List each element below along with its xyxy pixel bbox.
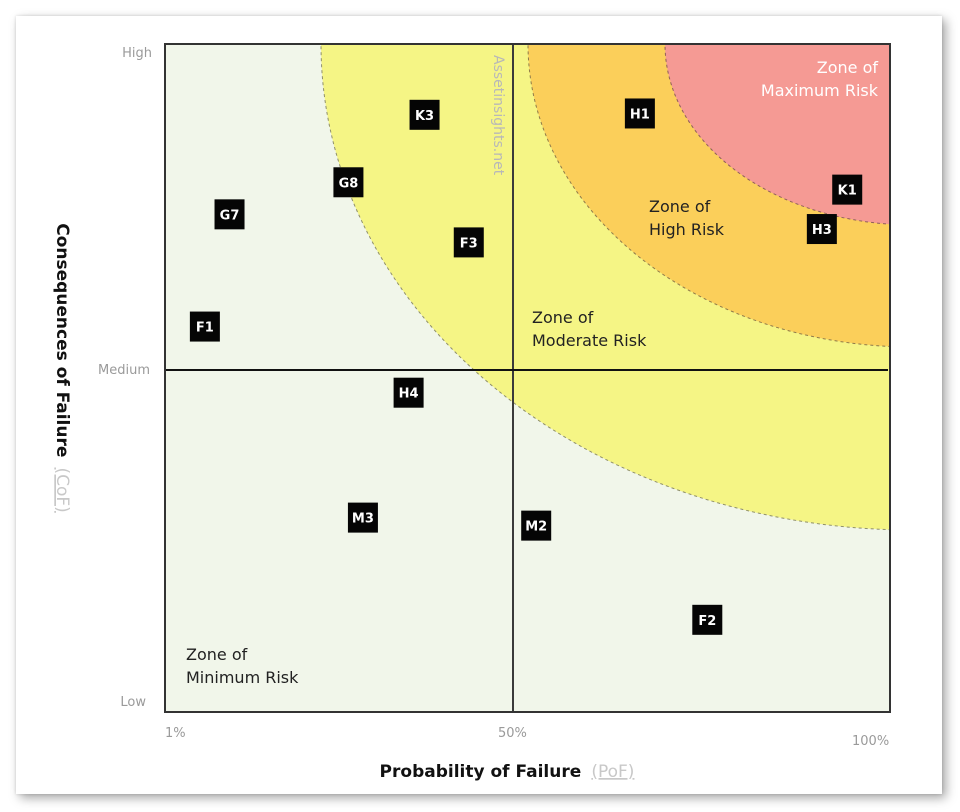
risk-point-m3: M3 <box>347 502 378 533</box>
x-axis-title-text: Probability of Failure <box>380 762 582 782</box>
y-tick-high: High <box>122 46 152 61</box>
risk-point-label: H1 <box>630 107 650 122</box>
risk-point-k3: K3 <box>409 99 440 130</box>
risk-point-label: F2 <box>698 614 716 629</box>
zone-maximum-label-line2: Maximum Risk <box>761 81 879 100</box>
zone-minimum-label-line2: Minimum Risk <box>186 668 299 687</box>
risk-point-marker <box>806 214 837 245</box>
risk-point-marker <box>521 510 552 541</box>
risk-point-h1: H1 <box>624 98 655 129</box>
zone-maximum-label-line1: Zone of <box>817 58 879 77</box>
x-tick-50pct: 50% <box>498 726 527 741</box>
risk-point-label: K3 <box>415 109 434 124</box>
zone-moderate-label-line2: Moderate Risk <box>532 331 647 350</box>
risk-point-marker <box>453 227 484 258</box>
x-axis-title: Probability of Failure (PoF) <box>380 762 635 782</box>
risk-point-h4: H4 <box>393 377 424 408</box>
risk-point-marker <box>347 502 378 533</box>
risk-point-label: F3 <box>460 236 478 251</box>
risk-point-f2: F2 <box>692 604 723 635</box>
risk-point-marker <box>624 98 655 129</box>
zone-high-label-line1: Zone of <box>649 197 711 216</box>
zone-high-label-line2: High Risk <box>649 220 725 239</box>
y-axis-title: Consequences of Failure (CoF) <box>52 223 72 513</box>
risk-point-marker <box>189 311 220 342</box>
y-axis-title-abbr: (CoF) <box>52 467 72 512</box>
risk-point-label: F1 <box>196 321 214 336</box>
risk-point-label: G7 <box>220 208 240 223</box>
x-tick-100pct: 100% <box>852 734 889 749</box>
plot-border <box>164 43 891 713</box>
x-axis-title-abbr: (PoF) <box>591 762 634 782</box>
risk-point-marker <box>409 99 440 130</box>
risk-point-marker <box>393 377 424 408</box>
risk-point-label: M3 <box>352 512 374 527</box>
risk-point-g8: G8 <box>333 167 364 198</box>
x-tick-1pct: 1% <box>165 726 186 741</box>
risk-point-g7: G7 <box>214 199 245 230</box>
risk-point-f3: F3 <box>453 227 484 258</box>
risk-point-marker <box>832 174 863 205</box>
y-tick-medium: Medium <box>98 363 150 378</box>
risk-zones <box>165 44 890 712</box>
risk-point-k1: K1 <box>832 174 863 205</box>
risk-point-f1: F1 <box>189 311 220 342</box>
risk-point-label: G8 <box>339 176 359 191</box>
risk-point-h3: H3 <box>806 214 837 245</box>
risk-point-marker <box>214 199 245 230</box>
risk-point-label: M2 <box>525 520 547 535</box>
y-axis-title-text: Consequences of Failure <box>52 223 72 457</box>
risk-point-label: H4 <box>399 387 419 402</box>
risk-point-marker <box>692 604 723 635</box>
watermark: Assetinsights.net <box>490 55 506 176</box>
zone-moderate-label-line1: Zone of <box>532 308 594 327</box>
data-points: K3 H1 G8 K1 G7 H3 F3 F1 H4 M3 M2 F2 <box>189 98 863 635</box>
y-tick-low: Low <box>120 695 146 710</box>
risk-point-marker <box>333 167 364 198</box>
risk-point-label: K1 <box>838 184 857 199</box>
zone-minimum-label-line1: Zone of <box>186 645 248 664</box>
risk-point-m2: M2 <box>521 510 552 541</box>
risk-point-label: H3 <box>812 223 832 238</box>
